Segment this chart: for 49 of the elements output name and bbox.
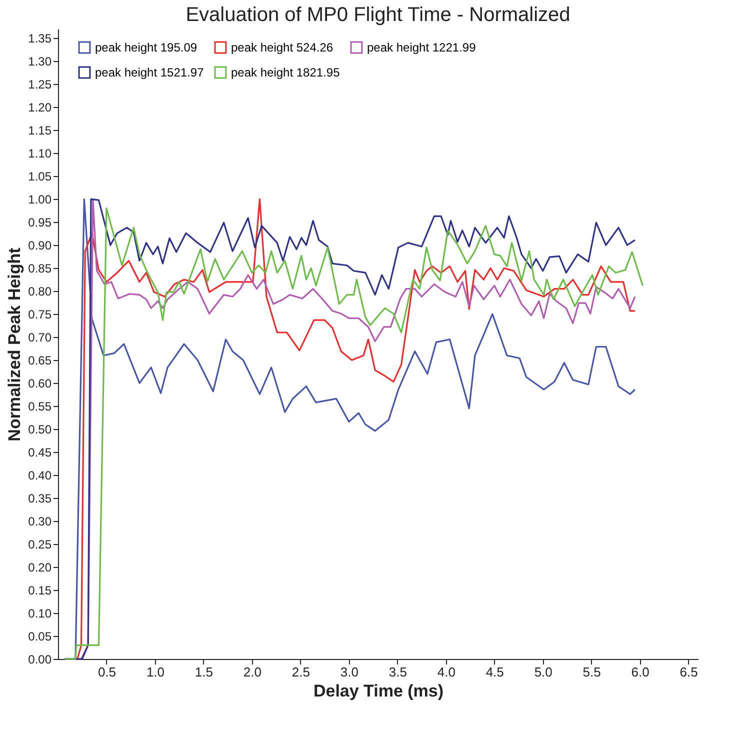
chart-title: Evaluation of MP0 Flight Time - Normalized: [186, 4, 570, 26]
x-tick-label: 5.0: [534, 664, 552, 680]
y-tick-label: 0.15: [28, 584, 52, 598]
y-tick-label: 1.35: [28, 32, 52, 46]
y-tick-label: 1.25: [28, 78, 52, 92]
y-tick-label: 0.65: [28, 354, 52, 368]
x-tick-label: 2.0: [243, 664, 262, 680]
y-tick-label: 1.05: [28, 170, 52, 184]
y-tick-label: 0.55: [28, 400, 52, 414]
y-tick-label: 0.70: [28, 330, 52, 345]
x-tick-label: 5.5: [582, 664, 601, 680]
y-tick-label: 0.80: [28, 284, 52, 299]
y-tick-label: 0.95: [28, 216, 52, 230]
y-tick-label: 0.40: [28, 468, 52, 483]
y-tick-label: 0.00: [28, 652, 52, 666]
x-tick-label: 6.0: [631, 664, 650, 680]
y-tick-label: 0.05: [28, 630, 52, 644]
y-axis-title: Normalized Peak Height: [5, 247, 24, 442]
y-tick-label: 1.20: [28, 100, 52, 115]
x-tick-label: 6.5: [680, 664, 698, 680]
y-tick-label: 0.60: [28, 376, 52, 391]
y-tick-label: 0.30: [28, 514, 52, 529]
y-tick-label: 1.10: [28, 146, 52, 161]
y-tick-label: 1.30: [28, 54, 52, 69]
y-tick-label: 0.10: [28, 606, 52, 621]
y-tick-label: 0.85: [28, 262, 52, 276]
y-tick-label: 0.35: [28, 492, 52, 506]
y-tick-label: 1.00: [28, 192, 52, 207]
y-tick-label: 0.25: [28, 538, 52, 552]
legend-label: peak height 1521.97: [95, 66, 204, 80]
x-tick-label: 3.0: [340, 664, 358, 680]
legend-label: peak height 1221.99: [367, 40, 476, 55]
y-tick-label: 0.20: [28, 560, 52, 575]
y-tick-label: 0.50: [28, 422, 52, 437]
x-tick-label: 2.5: [292, 664, 310, 680]
y-tick-label: 0.90: [28, 238, 52, 253]
legend-label: peak height 1821.95: [231, 66, 340, 80]
y-tick-label: 1.15: [28, 124, 52, 138]
x-tick-label: 4.0: [437, 664, 456, 680]
x-tick-label: 4.5: [486, 664, 504, 680]
x-tick-label: 3.5: [388, 664, 407, 680]
x-tick-label: 1.5: [194, 664, 213, 680]
y-tick-label: 0.45: [28, 446, 52, 460]
legend-label: peak height 524.26: [231, 40, 334, 55]
x-tick-label: 0.5: [98, 664, 116, 680]
x-tick-label: 1.0: [146, 664, 165, 680]
y-tick-label: 0.75: [28, 308, 52, 322]
legend-label: peak height 195.09: [95, 40, 198, 55]
x-axis-title: Delay Time (ms): [313, 682, 444, 700]
